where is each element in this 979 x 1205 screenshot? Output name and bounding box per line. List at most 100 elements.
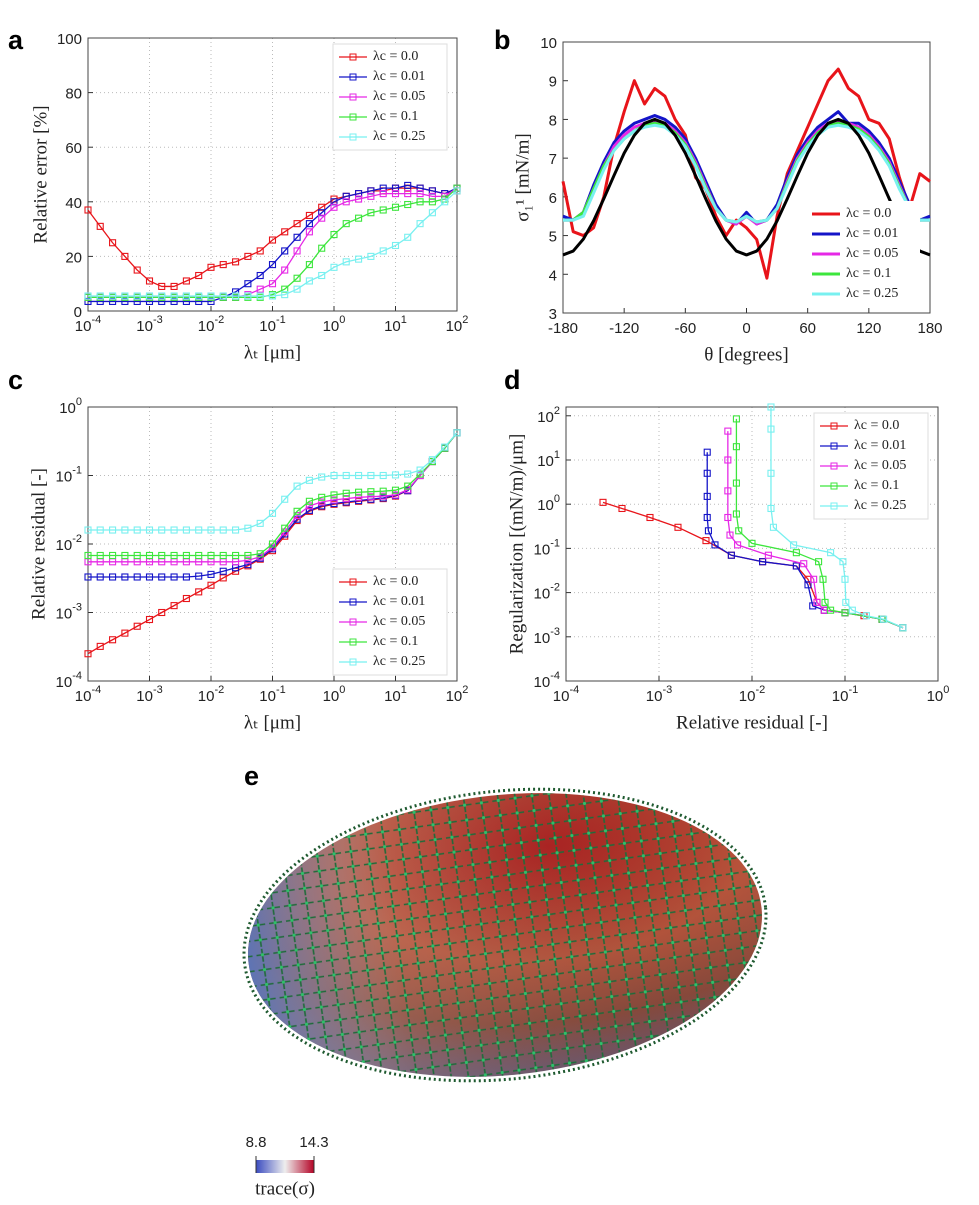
tick-base: 10 xyxy=(75,318,92,335)
marker xyxy=(305,497,313,505)
marker xyxy=(145,551,154,560)
y-axis-label: Relative residual [-] xyxy=(28,468,49,620)
marker xyxy=(767,469,775,477)
colorbar-label: trace(σ) xyxy=(255,1178,315,1199)
marker xyxy=(158,608,166,617)
marker xyxy=(84,573,92,581)
marker xyxy=(318,271,326,280)
marker xyxy=(759,558,767,566)
marker xyxy=(367,192,375,200)
x-tick-label: 10-3 xyxy=(646,684,672,705)
marker xyxy=(367,471,375,480)
y-tick-label: 40 xyxy=(65,195,82,212)
marker xyxy=(734,541,742,549)
x-tick-label: 100 xyxy=(323,314,346,335)
y-tick-label: 10-3 xyxy=(56,601,82,622)
marker xyxy=(318,214,326,222)
tick-exponent: 0 xyxy=(76,396,82,408)
marker xyxy=(342,220,350,228)
tick-exponent: -2 xyxy=(214,314,224,326)
marker xyxy=(800,560,808,568)
y-tick-label: 100 xyxy=(57,31,82,48)
marker xyxy=(367,493,375,501)
y-axis-label: σ₁¹ [mN/m] xyxy=(512,133,533,222)
legend-marker xyxy=(830,462,838,470)
tick-exponent: -2 xyxy=(550,582,560,594)
marker xyxy=(804,581,812,589)
x-tick-label: 102 xyxy=(446,684,469,705)
y-tick-label: 4 xyxy=(549,267,557,284)
marker xyxy=(735,527,743,535)
legend-label: λc = 0.05 xyxy=(373,614,425,629)
y-axis-label: Relative error [%] xyxy=(30,105,51,243)
series-line xyxy=(561,67,931,280)
marker xyxy=(268,292,277,300)
y-tick-label: 100 xyxy=(59,396,82,417)
tick-exponent: 0 xyxy=(943,684,949,696)
tick-base: 10 xyxy=(534,674,551,691)
marker xyxy=(404,200,412,209)
marker xyxy=(790,541,798,549)
tick-base: 10 xyxy=(56,605,73,622)
x-tick-label: 10-1 xyxy=(832,684,858,705)
marker xyxy=(305,261,313,269)
y-tick-label: 10-2 xyxy=(534,582,560,603)
axes-box xyxy=(565,406,939,682)
marker xyxy=(207,581,215,589)
marker xyxy=(244,551,252,560)
x-axis-label: λₜ [μm] xyxy=(244,712,301,733)
marker xyxy=(416,190,424,198)
tick-base: 10 xyxy=(534,586,551,603)
marker xyxy=(646,513,654,522)
y-tick-label: 10-3 xyxy=(534,626,560,647)
marker xyxy=(158,282,166,290)
legend-label: λc = 0.0 xyxy=(846,206,891,221)
tick-exponent: 2 xyxy=(462,314,468,326)
marker xyxy=(158,526,166,534)
axes-box xyxy=(87,406,458,682)
marker xyxy=(318,473,326,481)
legend-label: λc = 0.05 xyxy=(846,246,898,261)
marker xyxy=(880,615,888,623)
marker xyxy=(305,228,313,236)
marker xyxy=(792,562,800,570)
marker xyxy=(109,239,117,247)
series-line xyxy=(88,184,458,303)
x-tick-label: 120 xyxy=(856,320,881,337)
legend-marker xyxy=(349,113,357,121)
marker xyxy=(318,244,326,252)
x-tick-label: 60 xyxy=(799,320,816,337)
x-tick-label: 100 xyxy=(927,684,950,705)
marker xyxy=(109,526,117,534)
tick-exponent: -1 xyxy=(72,464,82,476)
tick-exponent: -3 xyxy=(550,626,560,638)
series-line xyxy=(563,123,930,224)
tick-base: 10 xyxy=(927,688,944,705)
marker xyxy=(827,606,835,614)
marker xyxy=(391,190,400,198)
tick-exponent: -4 xyxy=(91,314,101,326)
marker xyxy=(355,255,363,263)
y-tick-label: 60 xyxy=(65,140,82,157)
marker xyxy=(391,203,400,211)
tick-base: 10 xyxy=(384,688,401,705)
marker xyxy=(207,551,215,560)
marker xyxy=(293,220,301,228)
tick-exponent: -1 xyxy=(276,684,286,696)
marker xyxy=(207,263,215,271)
marker xyxy=(133,266,141,274)
marker xyxy=(862,612,870,620)
marker xyxy=(342,198,350,206)
marker xyxy=(158,551,166,560)
legend-label: λc = 0.0 xyxy=(373,49,418,64)
marker xyxy=(281,495,289,503)
x-tick-label: 10-1 xyxy=(259,684,285,705)
series-line xyxy=(735,418,904,629)
marker xyxy=(727,551,735,559)
y-tick-label: 10-2 xyxy=(56,533,82,554)
marker xyxy=(330,203,338,211)
marker xyxy=(330,263,338,271)
marker xyxy=(96,642,104,650)
legend-label: λc = 0.25 xyxy=(854,498,906,513)
legend-label: λc = 0.05 xyxy=(854,458,906,473)
